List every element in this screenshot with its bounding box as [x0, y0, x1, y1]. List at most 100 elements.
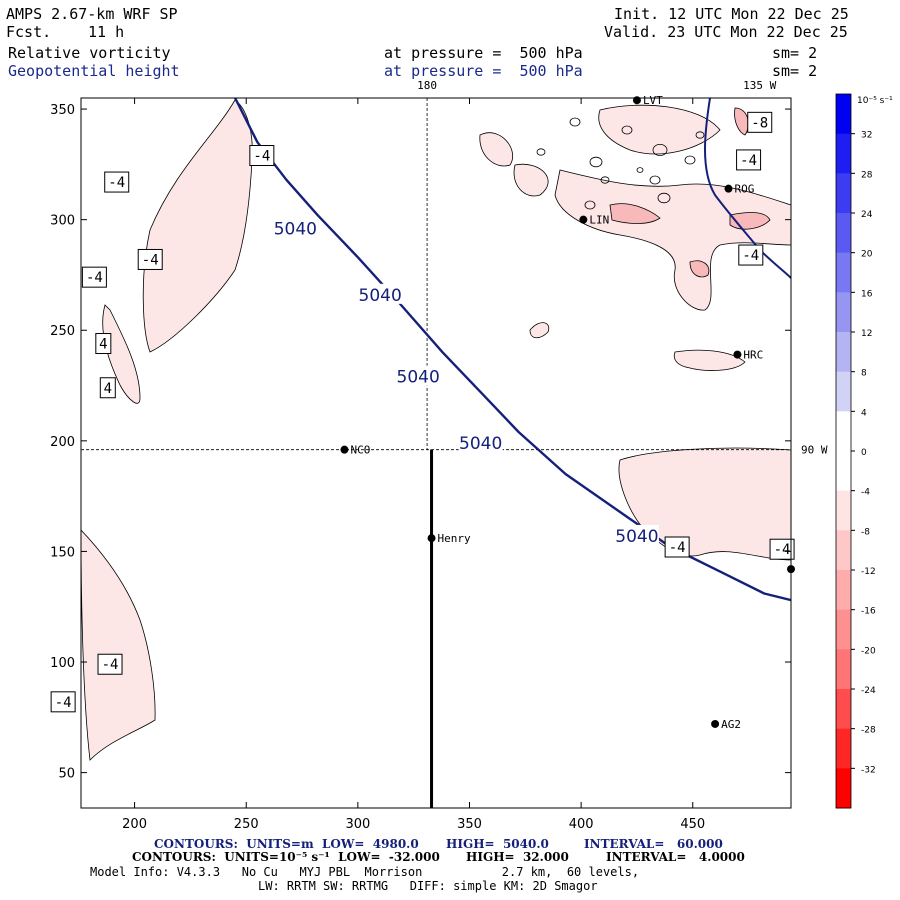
- x-tick-label: 450: [680, 817, 705, 832]
- vorticity-label-box: [104, 171, 130, 193]
- height-contour-label: 5040: [459, 434, 502, 454]
- colorbar-tick-label: 20: [861, 250, 873, 260]
- station-marker: [632, 96, 641, 105]
- station-label: Henry: [438, 532, 471, 545]
- vorticity-label: -4: [86, 270, 103, 286]
- vorticity-core-0: [609, 203, 661, 224]
- vorticity-core-3: [734, 107, 749, 136]
- colorbar-segment: [836, 768, 851, 809]
- colorbar-tick-label: 12: [861, 329, 872, 339]
- vorticity-region-7: [554, 169, 791, 311]
- vorticity-label: -4: [774, 542, 791, 558]
- colorbar-tick-label: 28: [861, 170, 873, 180]
- x-tick-label: 250: [234, 817, 259, 832]
- colorbar-segment: [836, 530, 851, 571]
- colorbar-tick-label: -20: [861, 646, 876, 656]
- vorticity-ring-2: [589, 156, 603, 168]
- vorticity-region-6: [513, 163, 549, 197]
- vorticity-ring-0: [569, 117, 581, 127]
- valid-time: Valid. 23 UTC Mon 22 Dec 25: [604, 23, 848, 41]
- vorticity-label: -4: [102, 657, 119, 673]
- vorticity-label: -4: [669, 540, 686, 556]
- vorticity-region-0: [142, 99, 253, 353]
- height-contour-label: 5040: [397, 368, 440, 388]
- init-time: Init. 12 UTC Mon 22 Dec 25: [614, 5, 849, 23]
- colorbar-segment: [836, 411, 851, 452]
- colorbar: 32 28 24 20 16 12 8 4 0 -4 -8 -12 -16 -20 -24 -28 -32 10⁻…: [835, 93, 893, 809]
- colorbar-segment: [836, 133, 851, 174]
- x-tick-label: 400: [569, 817, 594, 832]
- x-tick-label: 200: [122, 817, 147, 832]
- station-label: NCO: [350, 444, 370, 457]
- vorticity-core-1: [689, 260, 710, 278]
- station-marker: [340, 445, 349, 454]
- vorticity-region-9: [529, 322, 550, 339]
- field1-name: Relative vorticity: [8, 44, 171, 62]
- colorbar-tick-label: -4: [861, 488, 870, 498]
- vorticity-label: -4: [55, 695, 72, 711]
- vorticity-region-5: [479, 132, 513, 167]
- field2-name: Geopotential height: [8, 62, 180, 80]
- station-label: HRC: [743, 349, 763, 362]
- colorbar-segment: [836, 252, 851, 293]
- vorticity-region-4: [673, 349, 746, 371]
- vorticity-label: -4: [142, 252, 159, 268]
- vorticity-label-box: [769, 538, 795, 560]
- height-label-bg: [273, 217, 318, 238]
- height-label-bg: [458, 432, 503, 453]
- meridian-guides: 180 135 W 90 W: [81, 79, 828, 808]
- vorticity-ring-3: [621, 125, 633, 135]
- colorbar-tick-label: 4: [861, 408, 867, 418]
- y-tick-label: 250: [50, 324, 75, 339]
- footer-vort-high: HIGH= 32.000: [466, 850, 569, 864]
- height-contour-east: [704, 98, 791, 279]
- vorticity-ring-5: [684, 155, 696, 165]
- field1-smoothing: sm= 2: [772, 44, 818, 62]
- colorbar-tick-label: -8: [861, 527, 870, 537]
- height-label-bg: [614, 524, 659, 545]
- colorbar-segment: [836, 371, 851, 412]
- axes: 200 250 300 350 400 450 50 100 150 200 250 300 350: [50, 97, 792, 832]
- station-marker: [427, 534, 436, 543]
- vorticity-ring-7: [584, 200, 596, 210]
- plot-frame: [80, 97, 792, 809]
- vorticity-label: -8: [751, 115, 768, 131]
- station-marker: [711, 719, 720, 728]
- colorbar-tick-label: -12: [861, 567, 876, 577]
- field2-smoothing: sm= 2: [772, 62, 818, 80]
- colorbar-tick-label: 8: [861, 369, 867, 379]
- height-label-bg: [358, 283, 403, 304]
- vorticity-label: -4: [253, 149, 270, 165]
- vorticity-label: 4: [99, 337, 107, 353]
- station-label: ROG: [734, 183, 754, 196]
- footer-physics-info: LW: RRTM SW: RRTMG DIFF: simple KM: 2D S…: [258, 879, 598, 893]
- height-label-bg: [396, 365, 441, 386]
- station-label: LVT: [643, 94, 663, 107]
- field2-level: at pressure = 500 hPa: [384, 62, 583, 80]
- station-marker: [724, 184, 733, 193]
- colorbar-segment: [836, 570, 851, 611]
- footer-height-high: HIGH= 5040.0: [446, 837, 549, 851]
- vorticity-ring-6: [657, 192, 671, 204]
- x-tick-label: 300: [345, 817, 370, 832]
- meridian-label: 90 W: [801, 444, 828, 457]
- vorticity-region-8: [598, 104, 721, 155]
- vorticity-label-box: [736, 149, 762, 171]
- forecast-label: Fcst.: [6, 23, 52, 41]
- colorbar-tick-label: 16: [861, 289, 873, 299]
- colorbar-tick-label: 32: [861, 131, 872, 141]
- vorticity-ring-11: [636, 167, 644, 173]
- field1-level: at pressure = 500 hPa: [384, 44, 583, 62]
- vorticity-label-box: [97, 653, 123, 675]
- vorticity-label-box: [50, 691, 76, 713]
- vorticity-label: 4: [104, 381, 112, 397]
- colorbar-tick-label: -28: [861, 726, 876, 736]
- y-tick-label: 50: [58, 767, 75, 782]
- colorbar-units: 10⁻⁵ s⁻¹: [857, 96, 893, 106]
- footer-vort-low: CONTOURS: UNITS=10⁻⁵ s⁻¹ LOW= -32.000: [132, 850, 440, 864]
- colorbar-segment: [836, 728, 851, 769]
- x-tick-label: 350: [457, 817, 482, 832]
- vorticity-label-box: [747, 111, 773, 133]
- station-marker: [579, 215, 588, 224]
